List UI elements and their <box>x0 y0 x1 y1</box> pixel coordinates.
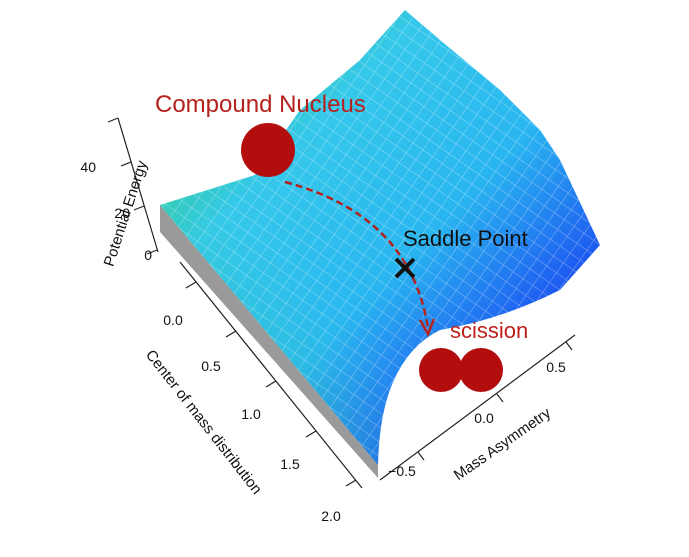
x-tick-label: 1.0 <box>241 406 261 422</box>
x-tick-label: 0.0 <box>163 312 183 328</box>
compound-nucleus-sphere <box>241 123 295 177</box>
y-tick-label: 0.5 <box>546 359 566 375</box>
scission-label: scission <box>450 318 528 343</box>
axes <box>107 117 576 489</box>
fragment-sphere <box>419 348 463 392</box>
path-arrow <box>418 318 436 337</box>
y-tick-label: −0.5 <box>388 463 416 479</box>
reaction-path <box>284 180 430 329</box>
x-tick-label: 1.5 <box>280 456 300 472</box>
surface-mesh <box>160 10 600 465</box>
z-tick-label: 20 <box>114 205 130 221</box>
compound-nucleus-label: Compound Nucleus <box>155 91 366 118</box>
y-tick-label: 0.0 <box>474 410 494 426</box>
x-tick-label: 0.5 <box>201 358 221 374</box>
saddle-point-label: Saddle Point <box>403 226 528 251</box>
x-tick-label: 2.0 <box>321 508 341 524</box>
z-tick-label: 40 <box>80 159 96 175</box>
fragment-sphere <box>459 348 503 392</box>
saddle-marker <box>394 257 416 279</box>
z-tick-label: 0 <box>144 247 152 263</box>
surface-side <box>160 205 378 478</box>
